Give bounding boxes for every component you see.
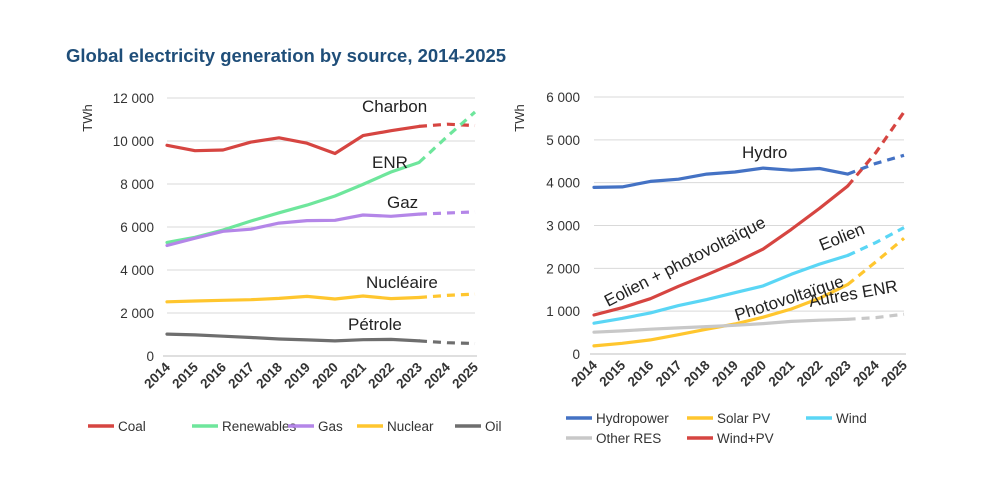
right-x-tick-label: 2025	[878, 357, 910, 389]
right-legend-label-wind_pv: Wind+PV	[717, 431, 774, 446]
left-y-tick-label: 2 000	[120, 306, 154, 321]
right-x-tick-label: 2024	[850, 357, 882, 389]
left-legend-label-renewables: Renewables	[222, 419, 297, 434]
right-y-tick-label: 4 000	[546, 176, 580, 191]
right-legend-label-other_res: Other RES	[596, 431, 661, 446]
right-x-tick-label: 2017	[653, 358, 685, 390]
right-y-tick-label: 1 000	[546, 304, 580, 319]
left-y-tick-label: 8 000	[120, 177, 154, 192]
right-x-tick-label: 2023	[822, 357, 854, 389]
left-series-oil-line	[165, 332, 421, 343]
right-annotation: Eolien	[816, 219, 867, 254]
left-legend-label-nuclear: Nuclear	[387, 419, 434, 434]
right-x-tick-label: 2022	[794, 358, 826, 390]
left-series-nuclear-line	[165, 294, 421, 304]
left-annotation: Gaz	[387, 193, 418, 212]
right-x-tick-label: 2015	[596, 357, 628, 389]
left-annotation: ENR	[372, 153, 408, 172]
right-legend-label-solar_pv: Solar PV	[717, 411, 770, 426]
right-y-tick-label: 0	[572, 347, 580, 362]
right-x-tick-label: 2016	[625, 357, 657, 389]
left-annotation: Pétrole	[348, 315, 402, 334]
left-y-tick-label: 4 000	[120, 263, 154, 278]
left-annotation: Charbon	[362, 97, 427, 116]
left-series-gas-line	[165, 212, 421, 248]
page-title: Global electricity generation by source,…	[66, 45, 507, 66]
right-y-tick-label: 2 000	[546, 261, 580, 276]
left-annotation: Nucléaire	[366, 273, 438, 292]
right-series-solar_pv-projection	[846, 237, 906, 286]
right-series-other_res-line	[592, 317, 850, 334]
right-x-tick-label: 2019	[709, 358, 741, 390]
right-legend-label-wind: Wind	[836, 411, 867, 426]
right-x-tick-label: 2020	[737, 358, 769, 390]
right-y-axis-label: TWh	[512, 104, 527, 131]
right-y-tick-label: 6 000	[546, 90, 580, 105]
right-x-tick-label: 2018	[681, 357, 713, 389]
right-y-tick-label: 5 000	[546, 133, 580, 148]
left-series-coal-line	[165, 124, 421, 156]
right-series-other_res-projection	[847, 312, 905, 321]
right-series-wind-projection	[846, 226, 905, 257]
left-legend-label-oil: Oil	[485, 419, 502, 434]
left-y-tick-label: 10 000	[113, 134, 154, 149]
right-annotation: Eolien + photovoltaïque	[601, 213, 768, 311]
right-series-hydropower-projection	[847, 153, 905, 176]
right-series-wind_pv-projection	[846, 111, 906, 188]
left-y-tick-label: 0	[146, 349, 154, 364]
right-legend-label-hydropower: Hydropower	[596, 411, 669, 426]
right-x-tick-label: 2021	[766, 357, 798, 389]
left-legend-label-coal: Coal	[118, 419, 146, 434]
right-series-wind_pv-line	[592, 184, 850, 317]
left-series-gas-projection	[418, 210, 476, 216]
left-series-coal-projection	[418, 122, 476, 128]
right-y-tick-label: 3 000	[546, 219, 580, 234]
left-y-axis-label: TWh	[80, 104, 95, 131]
left-y-tick-label: 6 000	[120, 220, 154, 235]
left-legend-label-gas: Gas	[318, 419, 343, 434]
right-annotation: Hydro	[742, 143, 787, 162]
right-x-tick-label: 2014	[568, 357, 600, 389]
right-series-hydropower-line	[592, 166, 850, 189]
left-series-nuclear-projection	[418, 292, 476, 300]
left-series-renewables-projection	[417, 110, 477, 164]
left-series-oil-projection	[418, 339, 476, 346]
right-series-wind-line	[592, 253, 850, 325]
left-y-tick-label: 12 000	[113, 91, 154, 106]
